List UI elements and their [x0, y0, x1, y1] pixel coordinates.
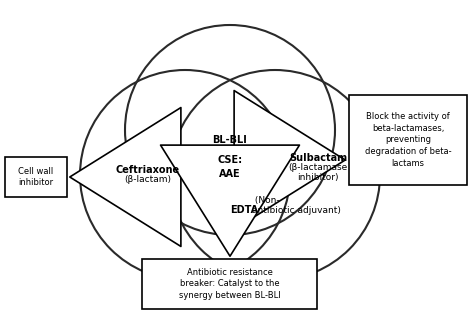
Text: CSE:
AAE: CSE: AAE	[218, 155, 243, 179]
Text: Antibiotic resistance
breaker: Catalyst to the
synergy between BL-BLI: Antibiotic resistance breaker: Catalyst …	[179, 268, 281, 300]
FancyBboxPatch shape	[5, 157, 67, 197]
Text: (Non-
antibiotic adjuvant): (Non- antibiotic adjuvant)	[252, 196, 341, 215]
FancyBboxPatch shape	[143, 259, 318, 309]
Text: Block the activity of
beta-lactamases,
preventing
degradation of beta-
lactams: Block the activity of beta-lactamases, p…	[365, 112, 451, 168]
Text: Ceftriaxone: Ceftriaxone	[116, 165, 180, 175]
FancyBboxPatch shape	[349, 95, 467, 185]
Text: Cell wall
inhibitor: Cell wall inhibitor	[18, 167, 54, 187]
Text: Sulbactam: Sulbactam	[289, 153, 347, 163]
Text: BL-BLI: BL-BLI	[213, 135, 247, 145]
Text: EDTA: EDTA	[230, 205, 258, 215]
Text: (β-lactamase
inhibitor): (β-lactamase inhibitor)	[288, 163, 347, 182]
Text: (β-lactam): (β-lactam)	[125, 175, 172, 184]
